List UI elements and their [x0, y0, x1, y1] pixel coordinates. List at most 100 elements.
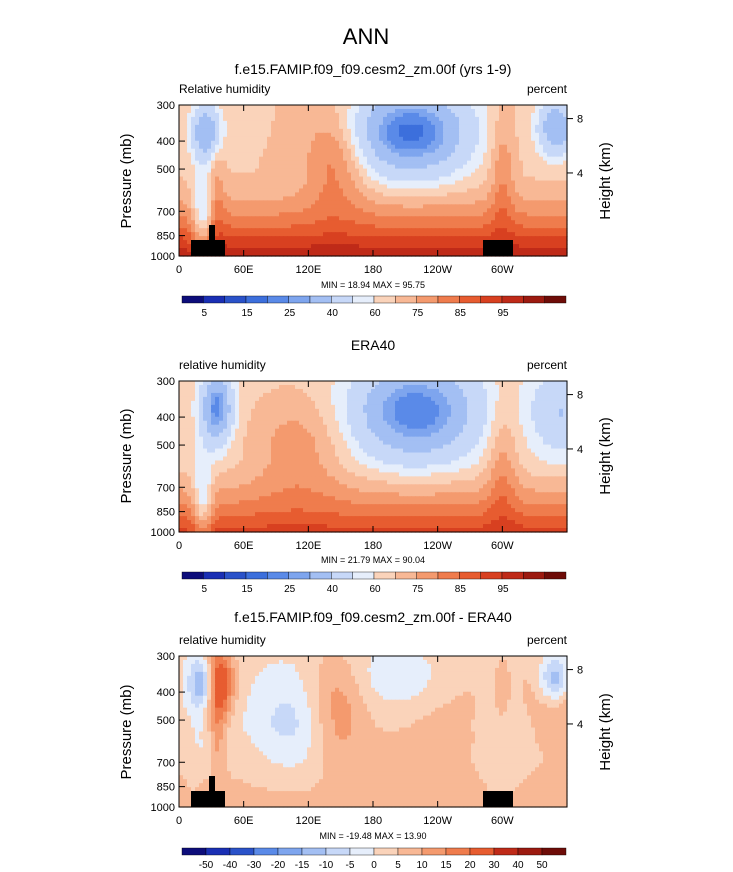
- contour-cell: [243, 184, 248, 190]
- contour-cell: [227, 244, 232, 249]
- contour-cell: [555, 412, 560, 418]
- contour-cell: [195, 164, 200, 170]
- contour-cell: [551, 180, 556, 186]
- contour-cell: [243, 381, 248, 386]
- contour-cell: [323, 408, 328, 414]
- contour-cell: [531, 128, 536, 134]
- contour-cell: [275, 164, 280, 170]
- contour-cell: [475, 192, 480, 197]
- contour-cell: [259, 128, 264, 134]
- contour-cell: [375, 240, 380, 245]
- contour-cell: [287, 404, 292, 410]
- contour-cell: [399, 384, 404, 390]
- contour-cell: [455, 232, 460, 237]
- contour-cell: [391, 148, 396, 154]
- contour-cell: [319, 116, 324, 122]
- contour-cell: [315, 224, 320, 229]
- contour-cell: [551, 224, 556, 229]
- contour-cell: [515, 132, 520, 138]
- contour-cell: [483, 236, 488, 241]
- contour-cell: [559, 164, 564, 170]
- contour-cell: [511, 184, 516, 190]
- contour-cell: [495, 140, 500, 146]
- contour-cell: [535, 168, 540, 174]
- contour-cell: [179, 216, 184, 221]
- contour-cell: [235, 176, 240, 182]
- contour-cell: [435, 208, 440, 213]
- contour-cell: [427, 424, 432, 430]
- contour-cell: [463, 248, 468, 253]
- contour-cell: [335, 132, 340, 138]
- contour-cell: [347, 156, 352, 162]
- contour-cell: [531, 252, 536, 257]
- contour-cell: [551, 424, 556, 430]
- contour-cell: [527, 105, 532, 110]
- contour-cell: [459, 116, 464, 122]
- contour-cell: [391, 144, 396, 150]
- contour-cell: [439, 172, 444, 178]
- contour-cell: [231, 200, 236, 205]
- contour-cell: [431, 105, 436, 110]
- contour-cell: [215, 120, 220, 126]
- contour-cell: [215, 180, 220, 186]
- contour-cell: [411, 212, 416, 217]
- contour-cell: [547, 236, 552, 241]
- contour-cell: [179, 392, 184, 398]
- contour-cell: [327, 176, 332, 182]
- contour-cell: [423, 408, 428, 414]
- contour-cell: [299, 420, 304, 426]
- contour-cell: [283, 124, 288, 130]
- contour-cell: [311, 412, 316, 418]
- contour-cell: [303, 136, 308, 142]
- contour-cell: [339, 144, 344, 150]
- contour-cell: [507, 164, 512, 170]
- contour-cell: [527, 172, 532, 178]
- contour-cell: [519, 160, 524, 166]
- contour-cell: [303, 112, 308, 118]
- contour-cell: [419, 400, 424, 406]
- contour-cell: [391, 392, 396, 398]
- contour-cell: [455, 108, 460, 114]
- contour-cell: [511, 252, 516, 257]
- contour-cell: [203, 236, 208, 241]
- contour-cell: [371, 220, 376, 225]
- contour-cell: [531, 112, 536, 118]
- contour-cell: [423, 124, 428, 130]
- contour-cell: [271, 136, 276, 142]
- contour-cell: [239, 216, 244, 221]
- contour-cell: [475, 108, 480, 114]
- contour-cell: [563, 168, 568, 174]
- contour-cell: [407, 384, 412, 390]
- x-tick-label: 180: [364, 264, 382, 276]
- contour-cell: [243, 144, 248, 150]
- contour-cell: [447, 164, 452, 170]
- contour-cell: [315, 252, 320, 257]
- contour-cell: [519, 176, 524, 182]
- contour-cell: [487, 416, 492, 422]
- contour-cell: [391, 124, 396, 130]
- contour-cell: [347, 248, 352, 253]
- contour-cell: [247, 388, 252, 394]
- contour-cell: [271, 240, 276, 245]
- contour-cell: [479, 420, 484, 426]
- contour-cell: [331, 408, 336, 414]
- contour-cell: [539, 248, 544, 253]
- contour-cell: [379, 136, 384, 142]
- contour-cell: [387, 420, 392, 426]
- contour-cell: [223, 172, 228, 178]
- contour-cell: [187, 424, 192, 430]
- contour-cell: [511, 116, 516, 122]
- contour-cell: [319, 160, 324, 166]
- contour-cell: [319, 424, 324, 430]
- contour-cell: [523, 156, 528, 162]
- contour-cell: [247, 192, 252, 197]
- contour-cell: [523, 404, 528, 410]
- contour-cell: [179, 248, 184, 253]
- contour-cell: [531, 160, 536, 166]
- contour-cell: [215, 200, 220, 205]
- contour-cell: [351, 212, 356, 217]
- contour-cell: [271, 420, 276, 426]
- contour-cell: [527, 252, 532, 257]
- contour-cell: [467, 236, 472, 241]
- contour-cell: [467, 408, 472, 414]
